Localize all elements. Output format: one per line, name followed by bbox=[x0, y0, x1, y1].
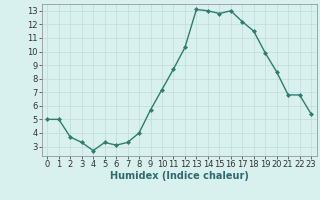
X-axis label: Humidex (Indice chaleur): Humidex (Indice chaleur) bbox=[110, 171, 249, 181]
